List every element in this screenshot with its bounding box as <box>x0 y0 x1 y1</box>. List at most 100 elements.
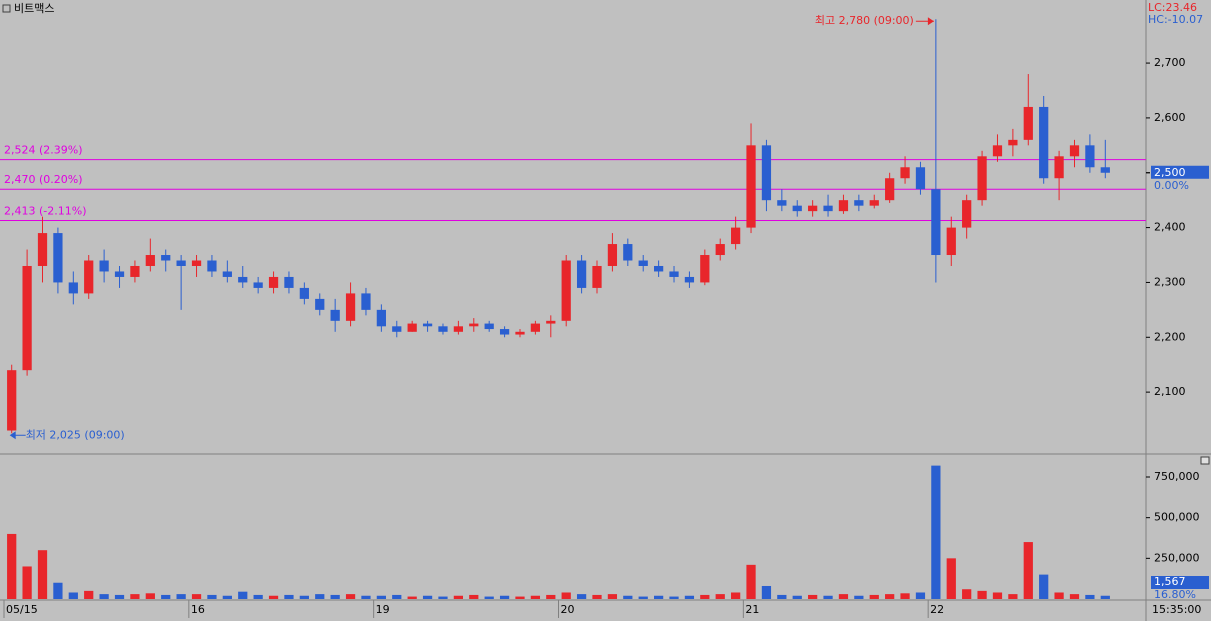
volume-bar <box>299 595 309 599</box>
candle-body <box>823 205 833 212</box>
candle-body <box>700 255 710 283</box>
candle-body <box>869 200 879 206</box>
volume-bar <box>469 594 479 599</box>
y-tick-label: 2,400 <box>1154 221 1186 234</box>
volume-bar <box>900 593 910 599</box>
close-icon[interactable] <box>1200 456 1210 465</box>
candle-body <box>99 260 109 272</box>
volume-bar <box>530 595 541 599</box>
candle-body <box>407 323 417 332</box>
candle-body <box>422 323 433 327</box>
candle-body <box>1008 139 1018 146</box>
y-tick-label: 2,300 <box>1154 275 1186 288</box>
level-label: 2,413 (-2.11%) <box>4 204 86 217</box>
volume-bar <box>700 594 710 599</box>
candle-body <box>915 167 926 190</box>
volume-bar <box>422 595 433 599</box>
candle-body <box>376 309 386 327</box>
y-tick-label: 750,000 <box>1154 470 1200 483</box>
candle-body <box>576 260 587 288</box>
candle-body <box>669 271 679 277</box>
candle-body <box>715 244 725 256</box>
volume-bar <box>592 594 602 599</box>
volume-bar <box>1069 594 1080 599</box>
last-change-label: 0.00% <box>1154 179 1189 192</box>
volume-bar <box>315 594 325 599</box>
volume-bar <box>992 592 1003 599</box>
volume-bar <box>407 596 417 599</box>
volume-bar <box>623 595 633 599</box>
volume-bar <box>746 564 756 599</box>
volume-bar <box>84 590 94 599</box>
volume-bar <box>546 594 556 599</box>
volume-bar <box>345 594 356 599</box>
candle-body <box>515 331 525 335</box>
candle-body <box>22 265 32 371</box>
last-price-label: 2,500 <box>1154 166 1186 179</box>
volume-bar <box>361 595 371 599</box>
candle-body <box>1069 145 1080 157</box>
annotation-high: 최고 2,780 (09:00) <box>815 14 914 27</box>
volume-bar <box>392 594 402 599</box>
candle-body <box>392 326 402 332</box>
candle-body <box>145 255 155 266</box>
volume-bar <box>161 594 171 599</box>
y-tick-label: 500,000 <box>1154 511 1200 524</box>
volume-bar <box>838 594 849 599</box>
candle-body <box>885 178 895 201</box>
volume-bar <box>946 558 956 599</box>
x-tick-label: 20 <box>561 603 575 616</box>
volume-bar <box>268 595 279 599</box>
candle-body <box>761 145 772 201</box>
candle-body <box>345 293 356 321</box>
volume-bar <box>330 594 340 599</box>
volume-ratio-label: 16.80% <box>1154 588 1196 601</box>
candle-body <box>623 244 633 261</box>
volume-bar <box>1054 592 1064 599</box>
lc-indicator: LC:23.46 <box>1148 1 1197 14</box>
candle-body <box>992 145 1003 157</box>
volume-bar <box>731 592 741 599</box>
candle-body <box>638 260 648 266</box>
candle-body <box>68 282 78 294</box>
volume-bar <box>499 595 510 599</box>
panel-icon[interactable] <box>2 4 11 13</box>
volume-bar <box>931 465 941 599</box>
volume-bar <box>453 595 464 599</box>
volume-bar <box>253 594 263 599</box>
candle-body <box>469 323 479 327</box>
candle-body <box>962 200 972 228</box>
volume-bar <box>869 594 879 599</box>
candle-body <box>792 205 802 212</box>
candle-body <box>684 276 695 283</box>
volume-bar <box>1023 542 1033 599</box>
volume-bar <box>669 596 679 599</box>
candle-body <box>977 156 987 201</box>
candle-body <box>1023 106 1033 140</box>
volume-bar <box>484 596 494 599</box>
candle-body <box>653 265 664 272</box>
candle-body <box>207 260 217 272</box>
volume-bar <box>977 590 987 599</box>
chart-title: 비트맥스 <box>14 2 54 15</box>
volume-bar <box>176 594 186 599</box>
volume-bar <box>238 591 248 599</box>
candle-body <box>808 205 818 212</box>
candle-body <box>453 326 464 332</box>
volume-bar <box>191 594 202 599</box>
volume-bar <box>1100 595 1110 599</box>
x-tick-label: 16 <box>191 603 205 616</box>
candle-body <box>530 323 541 332</box>
candle-body <box>1100 167 1110 173</box>
volume-bar <box>854 595 864 599</box>
candle-body <box>561 260 571 321</box>
volume-bar <box>638 596 648 599</box>
candle-body <box>1054 156 1064 179</box>
candle-body <box>838 200 849 212</box>
volume-bar <box>653 595 664 599</box>
candle-body <box>777 200 787 206</box>
volume-bar <box>1039 574 1049 599</box>
volume-bar <box>715 594 725 599</box>
volume-bar <box>515 596 525 599</box>
candle-body <box>854 200 864 206</box>
